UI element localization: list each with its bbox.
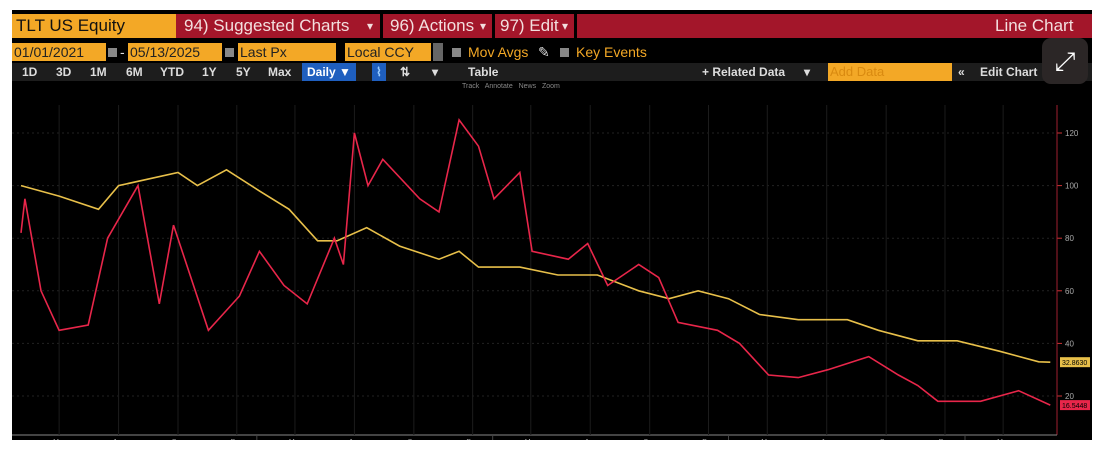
chevron-down-icon[interactable]: ▾	[480, 19, 487, 33]
mov-avgs-checkbox[interactable]	[452, 48, 461, 57]
controls-bar: 01/01/2021 - 05/13/2025 Last Px Local CC…	[12, 43, 647, 61]
security-field[interactable]: TLT US Equity	[12, 14, 176, 38]
x-tick-label: Dec	[466, 439, 479, 440]
x-tick-label: Mar	[525, 439, 538, 440]
x-tick-label: Sep	[643, 439, 656, 440]
series-line-1	[20, 118, 1051, 406]
toolbar: 1D 3D 1M 6M YTD 1Y 5Y Max Daily ▼ ⌇ ⇅ ▾ …	[12, 63, 1092, 81]
last-value-label: 32.8630	[1062, 360, 1087, 367]
chevron-down-icon[interactable]: ▾	[804, 65, 811, 79]
chevron-down-icon[interactable]: ▾	[367, 19, 374, 33]
x-tick-label: Dec	[939, 439, 952, 440]
pencil-icon[interactable]: ✎	[538, 44, 550, 60]
x-tick-label: Mar	[53, 439, 66, 440]
news-tool[interactable]: News	[518, 83, 537, 90]
x-tick-label: Mar	[761, 439, 774, 440]
x-tick-label: Dec	[231, 439, 244, 440]
calendar-icon[interactable]	[108, 48, 117, 57]
add-data-input[interactable]: Add Data	[828, 63, 952, 81]
zoom-tool[interactable]: Zoom	[541, 83, 560, 90]
range-max[interactable]: Max	[268, 65, 292, 79]
dropdown-arrow-icon[interactable]	[433, 43, 443, 61]
key-events-label[interactable]: Key Events	[576, 44, 647, 60]
start-date-field[interactable]: 01/01/2021	[12, 43, 106, 61]
y-tick-label: 100	[1065, 182, 1079, 191]
y-tick-label: 60	[1065, 287, 1074, 296]
series-line-0	[20, 168, 1051, 363]
chart-tools: Track Annotate News Zoom	[462, 83, 560, 90]
chevron-down-icon[interactable]: ▾	[562, 19, 569, 33]
chevron-down-icon[interactable]: ▾	[432, 65, 439, 79]
line-chart: 20406080100120MarJunSepDec2021MarJunSepD…	[12, 105, 1090, 440]
x-tick-label: Jun	[821, 439, 832, 440]
y-tick-label: 20	[1065, 392, 1074, 401]
last-value-label: 16.5448	[1062, 403, 1087, 410]
edit-chart-button[interactable]: Edit Chart	[980, 65, 1038, 79]
range-1d[interactable]: 1D	[22, 65, 38, 79]
y-tick-label: 40	[1065, 339, 1074, 348]
x-tick-label: Dec	[702, 439, 715, 440]
header-bar: TLT US Equity 94) Suggested Charts ▾ 96)…	[12, 14, 1092, 38]
sort-icon[interactable]: ⇅	[400, 65, 411, 79]
table-button[interactable]: Table	[468, 65, 499, 79]
last-value-badge	[1060, 357, 1090, 368]
calendar-icon[interactable]	[225, 48, 234, 57]
last-value-badge	[1060, 400, 1090, 411]
mov-avgs-label[interactable]: Mov Avgs	[468, 44, 529, 60]
x-tick-label: Jun	[113, 439, 124, 440]
x-tick-label: Jun	[585, 439, 596, 440]
key-events-checkbox[interactable]	[560, 48, 569, 57]
related-data-button[interactable]: + Related Data	[702, 65, 786, 79]
collapse-icon[interactable]: «	[958, 65, 965, 79]
divider	[380, 14, 383, 38]
actions-menu[interactable]: 96) Actions	[390, 16, 475, 35]
divider	[492, 14, 495, 38]
x-tick-label: Sep	[880, 439, 893, 440]
range-ytd[interactable]: YTD	[160, 65, 184, 79]
track-tool[interactable]: Track	[462, 83, 480, 90]
period-select[interactable]: Daily ▼	[302, 63, 356, 81]
expand-icon[interactable]: ⤢	[1042, 38, 1088, 84]
currency-select[interactable]: Local CCY	[345, 43, 431, 61]
x-tick-label: Jun	[349, 439, 360, 440]
range-6m[interactable]: 6M	[126, 65, 143, 79]
line-chart-icon[interactable]: ⌇	[372, 63, 386, 81]
edit-menu[interactable]: 97) Edit	[500, 16, 559, 35]
annotate-tool[interactable]: Annotate	[484, 83, 513, 90]
x-tick-label: Mar	[997, 439, 1010, 440]
y-tick-label: 120	[1065, 129, 1079, 138]
range-1y[interactable]: 1Y	[202, 65, 217, 79]
x-tick-label: Sep	[408, 439, 421, 440]
suggested-charts-menu[interactable]: 94) Suggested Charts	[184, 16, 350, 35]
x-tick-label: Sep	[172, 439, 185, 440]
divider	[574, 14, 577, 38]
range-3d[interactable]: 3D	[56, 65, 72, 79]
chart-type-label: Line Chart	[995, 16, 1074, 35]
bloomberg-chart-panel: TLT US Equity 94) Suggested Charts ▾ 96)…	[12, 10, 1092, 440]
y-tick-label: 80	[1065, 234, 1074, 243]
range-5y[interactable]: 5Y	[236, 65, 251, 79]
x-tick-label: Mar	[289, 439, 302, 440]
end-date-field[interactable]: 05/13/2025	[128, 43, 222, 61]
field-select[interactable]: Last Px	[238, 43, 336, 61]
range-1m[interactable]: 1M	[90, 65, 107, 79]
